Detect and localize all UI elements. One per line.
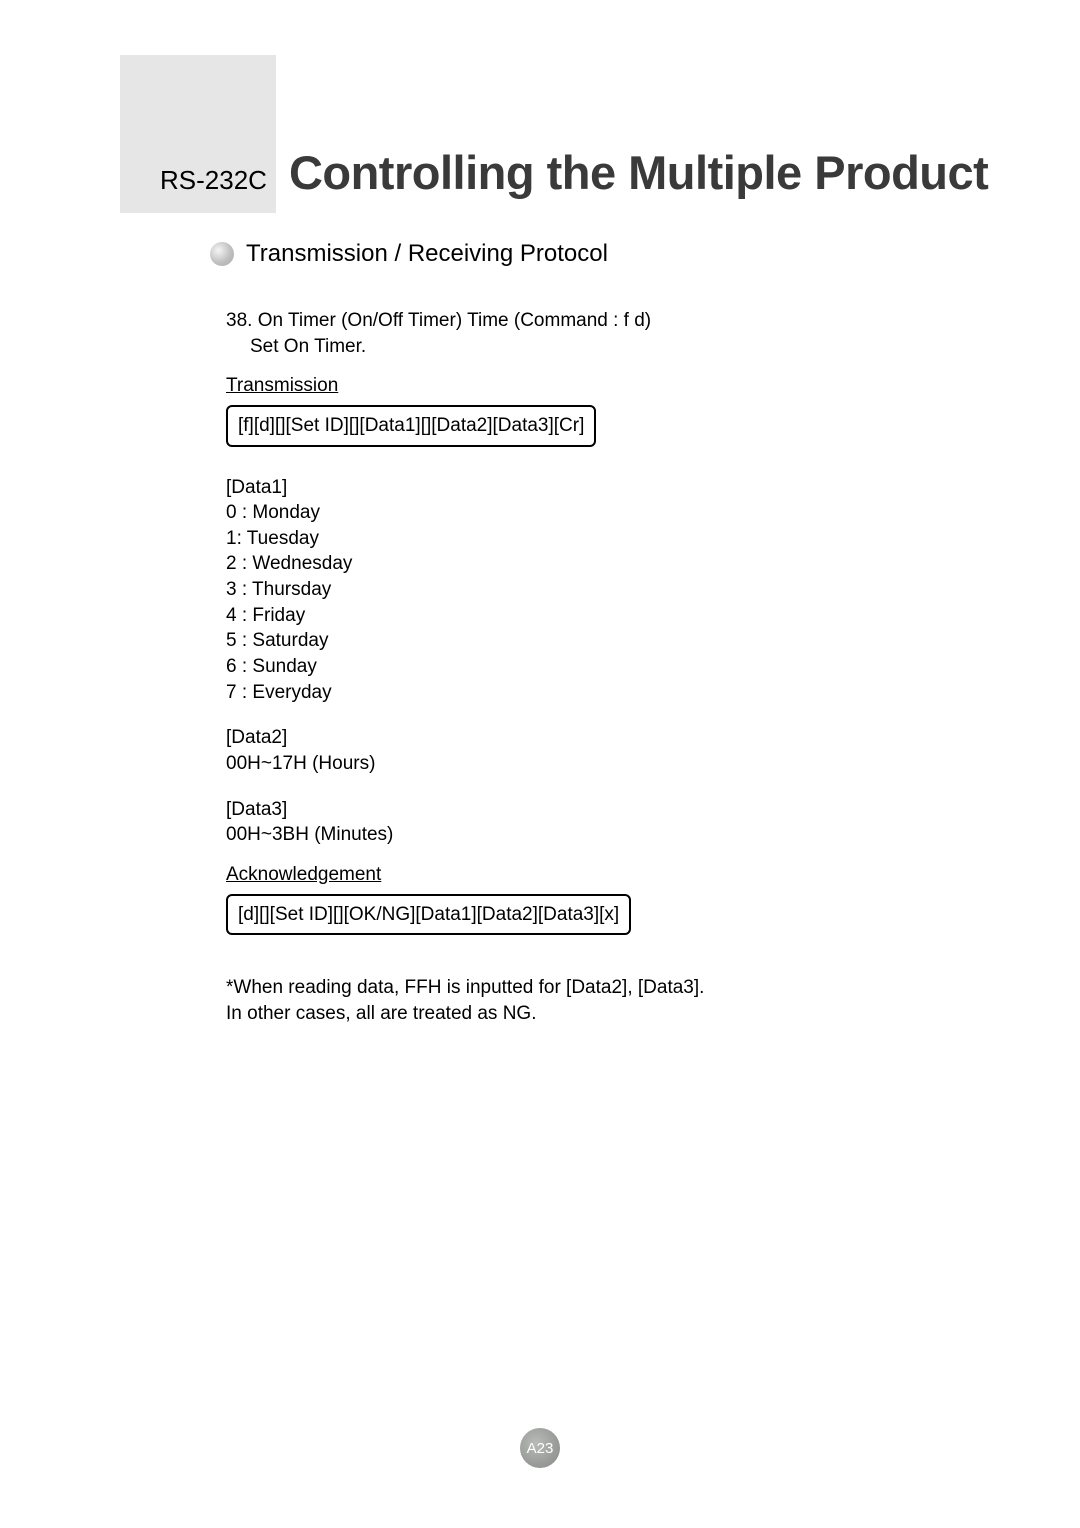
page: RS-232C Controlling the Multiple Product…	[0, 0, 1080, 1528]
data2-line: 00H~17H (Hours)	[226, 751, 970, 777]
data2-label: [Data2]	[226, 725, 970, 751]
title-row: RS-232C Controlling the Multiple Product	[160, 145, 988, 200]
data1-line-1: 1: Tuesday	[226, 526, 970, 552]
page-title: Controlling the Multiple Product	[289, 145, 988, 200]
page-number-badge: A23	[520, 1428, 560, 1468]
section-header: Transmission / Receiving Protocol	[210, 240, 970, 268]
ack-label: Acknowledgement	[226, 862, 381, 888]
note-line-2: In other cases, all are treated as NG.	[226, 1001, 970, 1027]
data1-line-4: 4 : Friday	[226, 603, 970, 629]
data1-line-7: 7 : Everyday	[226, 680, 970, 706]
data1-line-0: 0 : Monday	[226, 500, 970, 526]
transmission-code: [f][d][][Set ID][][Data1][][Data2][Data3…	[238, 415, 584, 436]
note-block: *When reading data, FFH is inputted for …	[226, 975, 970, 1026]
data1-label: [Data1]	[226, 475, 970, 501]
data1-line-2: 2 : Wednesday	[226, 551, 970, 577]
data3-block: [Data3] 00H~3BH (Minutes)	[226, 797, 970, 848]
transmission-label: Transmission	[226, 373, 338, 399]
note-line-1: *When reading data, FFH is inputted for …	[226, 975, 970, 1001]
ack-code-box: [d][][Set ID][][OK/NG][Data1][Data2][Dat…	[226, 894, 631, 936]
data3-label: [Data3]	[226, 797, 970, 823]
data1-line-3: 3 : Thursday	[226, 577, 970, 603]
data1-line-6: 6 : Sunday	[226, 654, 970, 680]
data1-line-5: 5 : Saturday	[226, 628, 970, 654]
title-prefix: RS-232C	[160, 165, 267, 196]
data3-line: 00H~3BH (Minutes)	[226, 822, 970, 848]
data2-block: [Data2] 00H~17H (Hours)	[226, 725, 970, 776]
item-number-line: 38. On Timer (On/Off Timer) Time (Comman…	[226, 308, 970, 334]
section-title: Transmission / Receiving Protocol	[246, 240, 608, 268]
transmission-code-box: [f][d][][Set ID][][Data1][][Data2][Data3…	[226, 405, 596, 447]
item-desc-line: Set On Timer.	[250, 334, 970, 360]
sphere-bullet-icon	[210, 242, 234, 266]
page-number-text: A23	[527, 1440, 554, 1457]
body-block: 38. On Timer (On/Off Timer) Time (Comman…	[226, 308, 970, 1026]
ack-code: [d][][Set ID][][OK/NG][Data1][Data2][Dat…	[238, 904, 619, 925]
content-area: Transmission / Receiving Protocol 38. On…	[210, 240, 970, 1026]
data1-block: [Data1] 0 : Monday 1: Tuesday 2 : Wednes…	[226, 475, 970, 706]
